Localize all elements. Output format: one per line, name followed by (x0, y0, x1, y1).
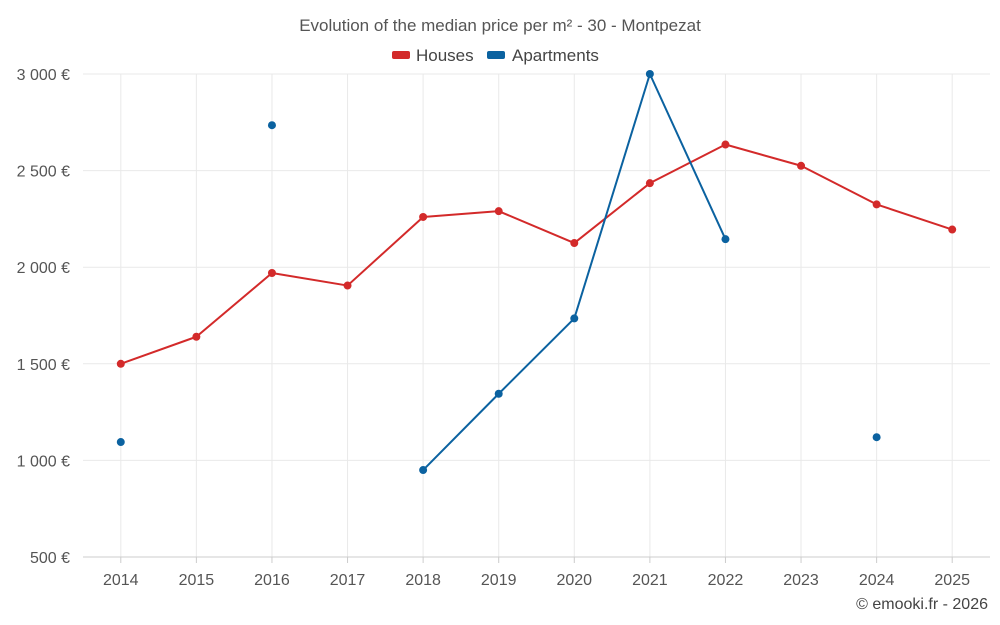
data-point-apartments[interactable] (494, 389, 503, 398)
data-point-houses[interactable] (116, 359, 125, 368)
data-point-houses[interactable] (797, 161, 806, 170)
data-point-apartments[interactable] (570, 314, 579, 323)
y-tick-label: 1 500 € (17, 357, 70, 374)
legend-item-houses[interactable]: Houses (392, 46, 474, 65)
data-point-houses[interactable] (267, 268, 276, 277)
data-point-houses[interactable] (419, 212, 428, 221)
legend-label-apartments: Apartments (512, 46, 599, 65)
x-tick-label: 2021 (632, 572, 668, 589)
x-tick-label: 2024 (859, 572, 895, 589)
x-tick-label: 2016 (254, 572, 290, 589)
data-point-apartments[interactable] (872, 433, 881, 442)
data-point-apartments[interactable] (721, 235, 730, 244)
x-tick-label: 2018 (405, 572, 441, 589)
series-line-houses (120, 143, 953, 365)
data-point-houses[interactable] (343, 281, 352, 290)
series-houses (116, 140, 957, 368)
legend-item-apartments[interactable]: Apartments (487, 46, 599, 65)
x-tick-label: 2019 (481, 572, 517, 589)
y-tick-label: 2 500 € (17, 164, 70, 181)
y-tick-label: 2 000 € (17, 260, 70, 277)
legend-label-houses: Houses (416, 46, 474, 65)
x-tick-label: 2017 (330, 572, 366, 589)
chart-title: Evolution of the median price per m² - 3… (299, 16, 701, 35)
data-point-apartments[interactable] (116, 438, 125, 447)
y-tick-label: 500 € (30, 550, 70, 567)
x-tick-label: 2020 (556, 572, 592, 589)
data-point-apartments[interactable] (419, 466, 428, 475)
data-point-houses[interactable] (645, 179, 654, 188)
legend: Houses Apartments (392, 46, 599, 65)
data-point-houses[interactable] (872, 200, 881, 209)
gridlines (83, 73, 990, 557)
x-tick-label: 2015 (179, 572, 215, 589)
legend-swatch-apartments (487, 51, 505, 59)
credit-text: © emooki.fr - 2026 (856, 596, 988, 613)
y-axis: 500 € 1 000 € 1 500 € 2 000 € 2 500 € 3 000 € (17, 67, 70, 567)
data-point-houses[interactable] (948, 225, 957, 234)
y-tick-label: 1 000 € (17, 453, 70, 470)
x-tick-label: 2023 (783, 572, 819, 589)
y-tick-label: 3 000 € (17, 67, 70, 84)
data-point-houses[interactable] (494, 207, 503, 216)
x-tick-label: 2025 (934, 572, 970, 589)
x-axis: 2014 2015 2016 2017 2018 2019 2020 2021 2022 2023… (83, 556, 990, 589)
data-point-apartments[interactable] (645, 70, 654, 78)
series-layer (116, 70, 957, 475)
data-point-apartments[interactable] (267, 121, 276, 130)
x-tick-label: 2014 (103, 572, 139, 589)
series-apartments (116, 70, 881, 475)
data-point-houses[interactable] (192, 332, 201, 341)
data-point-houses[interactable] (721, 140, 730, 149)
legend-swatch-houses (392, 51, 410, 59)
x-tick-label: 2022 (708, 572, 744, 589)
data-point-houses[interactable] (570, 239, 579, 248)
